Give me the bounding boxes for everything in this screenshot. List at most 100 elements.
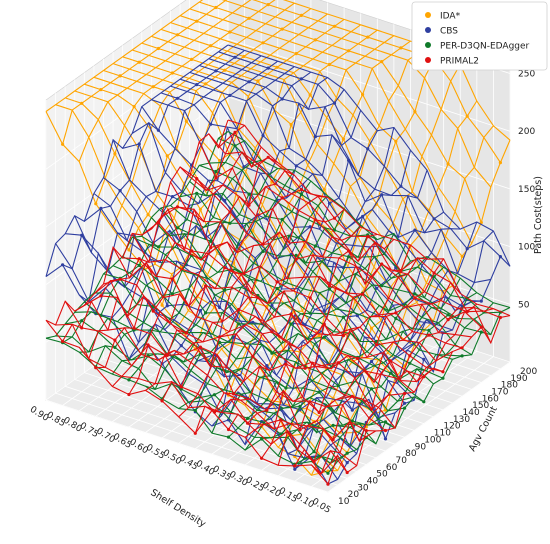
data-point bbox=[327, 287, 331, 291]
data-point bbox=[375, 343, 379, 347]
data-point bbox=[113, 338, 117, 342]
data-point bbox=[247, 203, 251, 207]
data-point bbox=[279, 418, 283, 422]
wire-line bbox=[199, 64, 482, 302]
gridline-z bbox=[45, 154, 229, 285]
data-point bbox=[350, 408, 354, 412]
data-point bbox=[127, 392, 131, 397]
series-0 bbox=[45, 0, 511, 476]
wire-line bbox=[311, 302, 494, 465]
data-point bbox=[184, 331, 188, 335]
y-tick-label: 70 bbox=[396, 456, 408, 466]
wire-line bbox=[112, 265, 396, 429]
wire-line bbox=[145, 77, 328, 344]
wire-line bbox=[327, 307, 511, 474]
gridline-x bbox=[78, 280, 262, 412]
data-point bbox=[298, 428, 302, 432]
data-point bbox=[369, 407, 374, 411]
wire-line bbox=[151, 99, 434, 373]
data-point bbox=[270, 351, 274, 355]
data-point bbox=[327, 62, 331, 67]
data-point bbox=[432, 271, 436, 275]
data-point bbox=[233, 130, 237, 134]
data-point bbox=[355, 314, 359, 318]
y-tick-label: 160 bbox=[482, 394, 499, 404]
data-point bbox=[99, 294, 103, 298]
data-point bbox=[446, 162, 450, 166]
data-point bbox=[375, 286, 379, 290]
data-point bbox=[132, 326, 136, 330]
data-point bbox=[331, 423, 335, 427]
y-tick-label: 20 bbox=[348, 490, 360, 500]
wire-line bbox=[141, 221, 424, 384]
wire-line bbox=[128, 8, 312, 251]
data-point bbox=[223, 288, 227, 292]
data-point bbox=[317, 334, 321, 338]
wire-line bbox=[150, 208, 434, 383]
data-point bbox=[151, 85, 155, 89]
data-point bbox=[246, 421, 250, 425]
legend-box bbox=[411, 1, 548, 71]
data-point bbox=[226, 435, 231, 439]
data-point bbox=[313, 38, 317, 42]
data-point bbox=[361, 92, 365, 97]
data-point bbox=[280, 27, 284, 31]
data-point bbox=[137, 142, 141, 146]
data-point bbox=[209, 246, 213, 250]
data-point bbox=[317, 390, 321, 394]
data-point bbox=[218, 159, 222, 163]
data-point bbox=[279, 432, 283, 436]
wire-line bbox=[95, 168, 279, 368]
data-point bbox=[212, 410, 217, 414]
data-point bbox=[223, 68, 227, 72]
data-point bbox=[265, 408, 269, 412]
wire-line bbox=[132, 49, 415, 347]
legend-label: PER-D3QN-EDAgger bbox=[440, 42, 530, 52]
wire-line bbox=[160, 28, 444, 292]
wire-line bbox=[160, 92, 444, 343]
wire-line bbox=[199, 164, 482, 333]
wire-line bbox=[55, 323, 339, 475]
gridline-x bbox=[327, 361, 511, 493]
data-point bbox=[251, 320, 255, 324]
data-point bbox=[403, 391, 407, 396]
data-point bbox=[179, 387, 183, 391]
data-point bbox=[280, 97, 284, 101]
data-point bbox=[261, 41, 265, 45]
data-point bbox=[156, 46, 160, 51]
data-point bbox=[369, 326, 374, 330]
gridline-y bbox=[84, 372, 367, 466]
data-point bbox=[345, 461, 349, 465]
data-point bbox=[94, 202, 98, 206]
data-point bbox=[383, 420, 388, 424]
wire-line bbox=[122, 56, 405, 367]
data-point bbox=[146, 213, 150, 217]
y-tick-label: 50 bbox=[376, 470, 388, 480]
data-point bbox=[204, 311, 208, 315]
data-point bbox=[498, 255, 502, 259]
data-point bbox=[165, 304, 169, 308]
data-point bbox=[228, 221, 232, 225]
y-tick-label: 190 bbox=[510, 374, 527, 384]
data-point bbox=[132, 105, 136, 109]
wire-line bbox=[194, 234, 378, 411]
data-point bbox=[350, 394, 354, 398]
wire-line bbox=[189, 176, 472, 338]
data-point bbox=[427, 333, 431, 337]
data-point bbox=[294, 253, 298, 257]
data-point bbox=[195, 191, 199, 195]
wire-line bbox=[93, 193, 377, 412]
wire-line bbox=[227, 150, 412, 421]
data-point bbox=[403, 401, 407, 405]
data-point bbox=[223, 266, 227, 270]
gridline-x bbox=[45, 269, 229, 401]
data-point bbox=[399, 184, 403, 188]
wire-line bbox=[161, 208, 345, 402]
data-point bbox=[313, 244, 317, 248]
wire-line bbox=[141, 235, 425, 403]
data-point bbox=[317, 354, 321, 358]
data-point bbox=[260, 437, 264, 441]
y-tick-label: 150 bbox=[472, 401, 489, 411]
wire-line bbox=[45, 319, 329, 485]
data-point bbox=[80, 233, 84, 237]
